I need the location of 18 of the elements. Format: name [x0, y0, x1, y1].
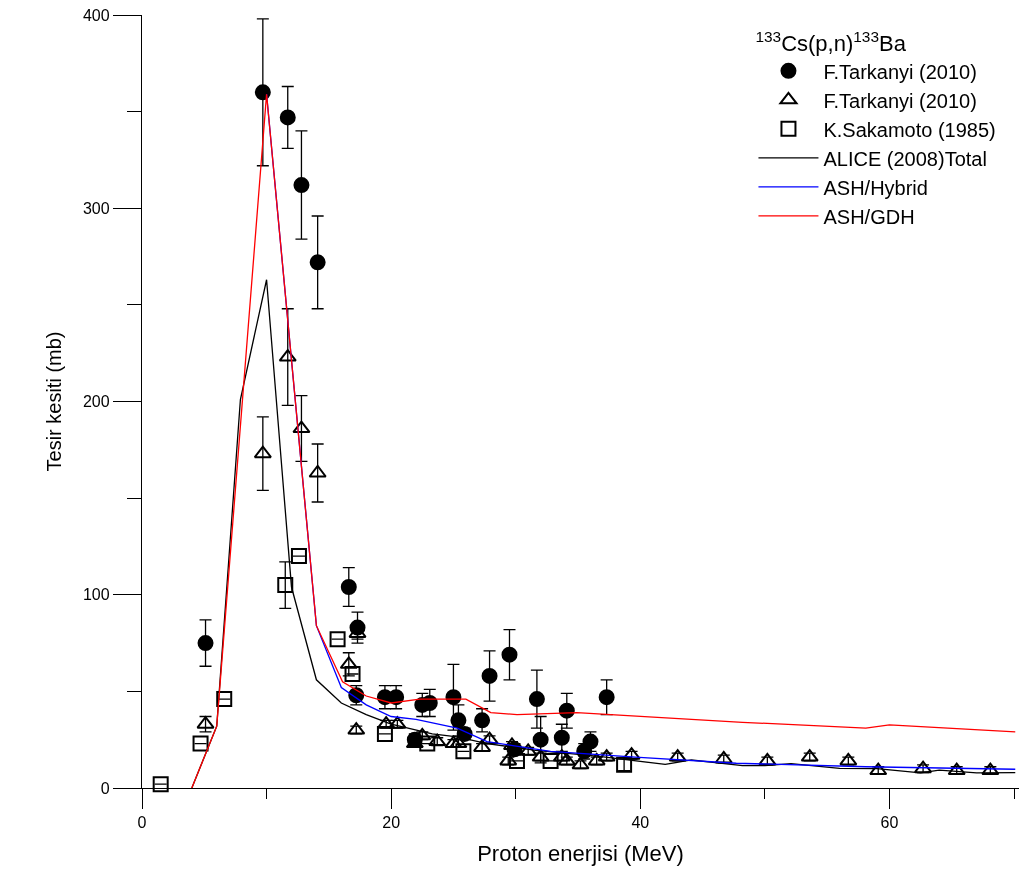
y-tick-label: 0 [100, 779, 110, 797]
legend-label: F.Tarkanyi (2010) [823, 60, 977, 83]
legend-label: K.Sakamoto (1985) [823, 118, 996, 141]
y-tick-label: 400 [82, 6, 110, 24]
legend-label: ASH/GDH [823, 205, 915, 228]
y-tick-label: 100 [82, 586, 110, 604]
legend-title: $^{133}$Cs(p,n)$^{133}$Ba [755, 28, 907, 57]
x-tick-label: 40 [631, 814, 650, 832]
x-tick-label: 0 [137, 814, 147, 832]
x-axis-title: Proton enerjisi (MeV) [477, 841, 684, 867]
y-axis-title: Tesir kesiti (mb) [43, 331, 66, 472]
legend-label: ASH/Hybrid [823, 176, 928, 199]
legend-label: F.Tarkanyi (2010) [823, 89, 977, 112]
y-tick-label: 200 [82, 393, 110, 411]
x-tick-label: 20 [382, 814, 401, 832]
legend-label: ALICE (2008)Total [823, 147, 987, 170]
x-tick-label: 60 [880, 814, 899, 832]
y-tick-label: 300 [82, 199, 110, 217]
